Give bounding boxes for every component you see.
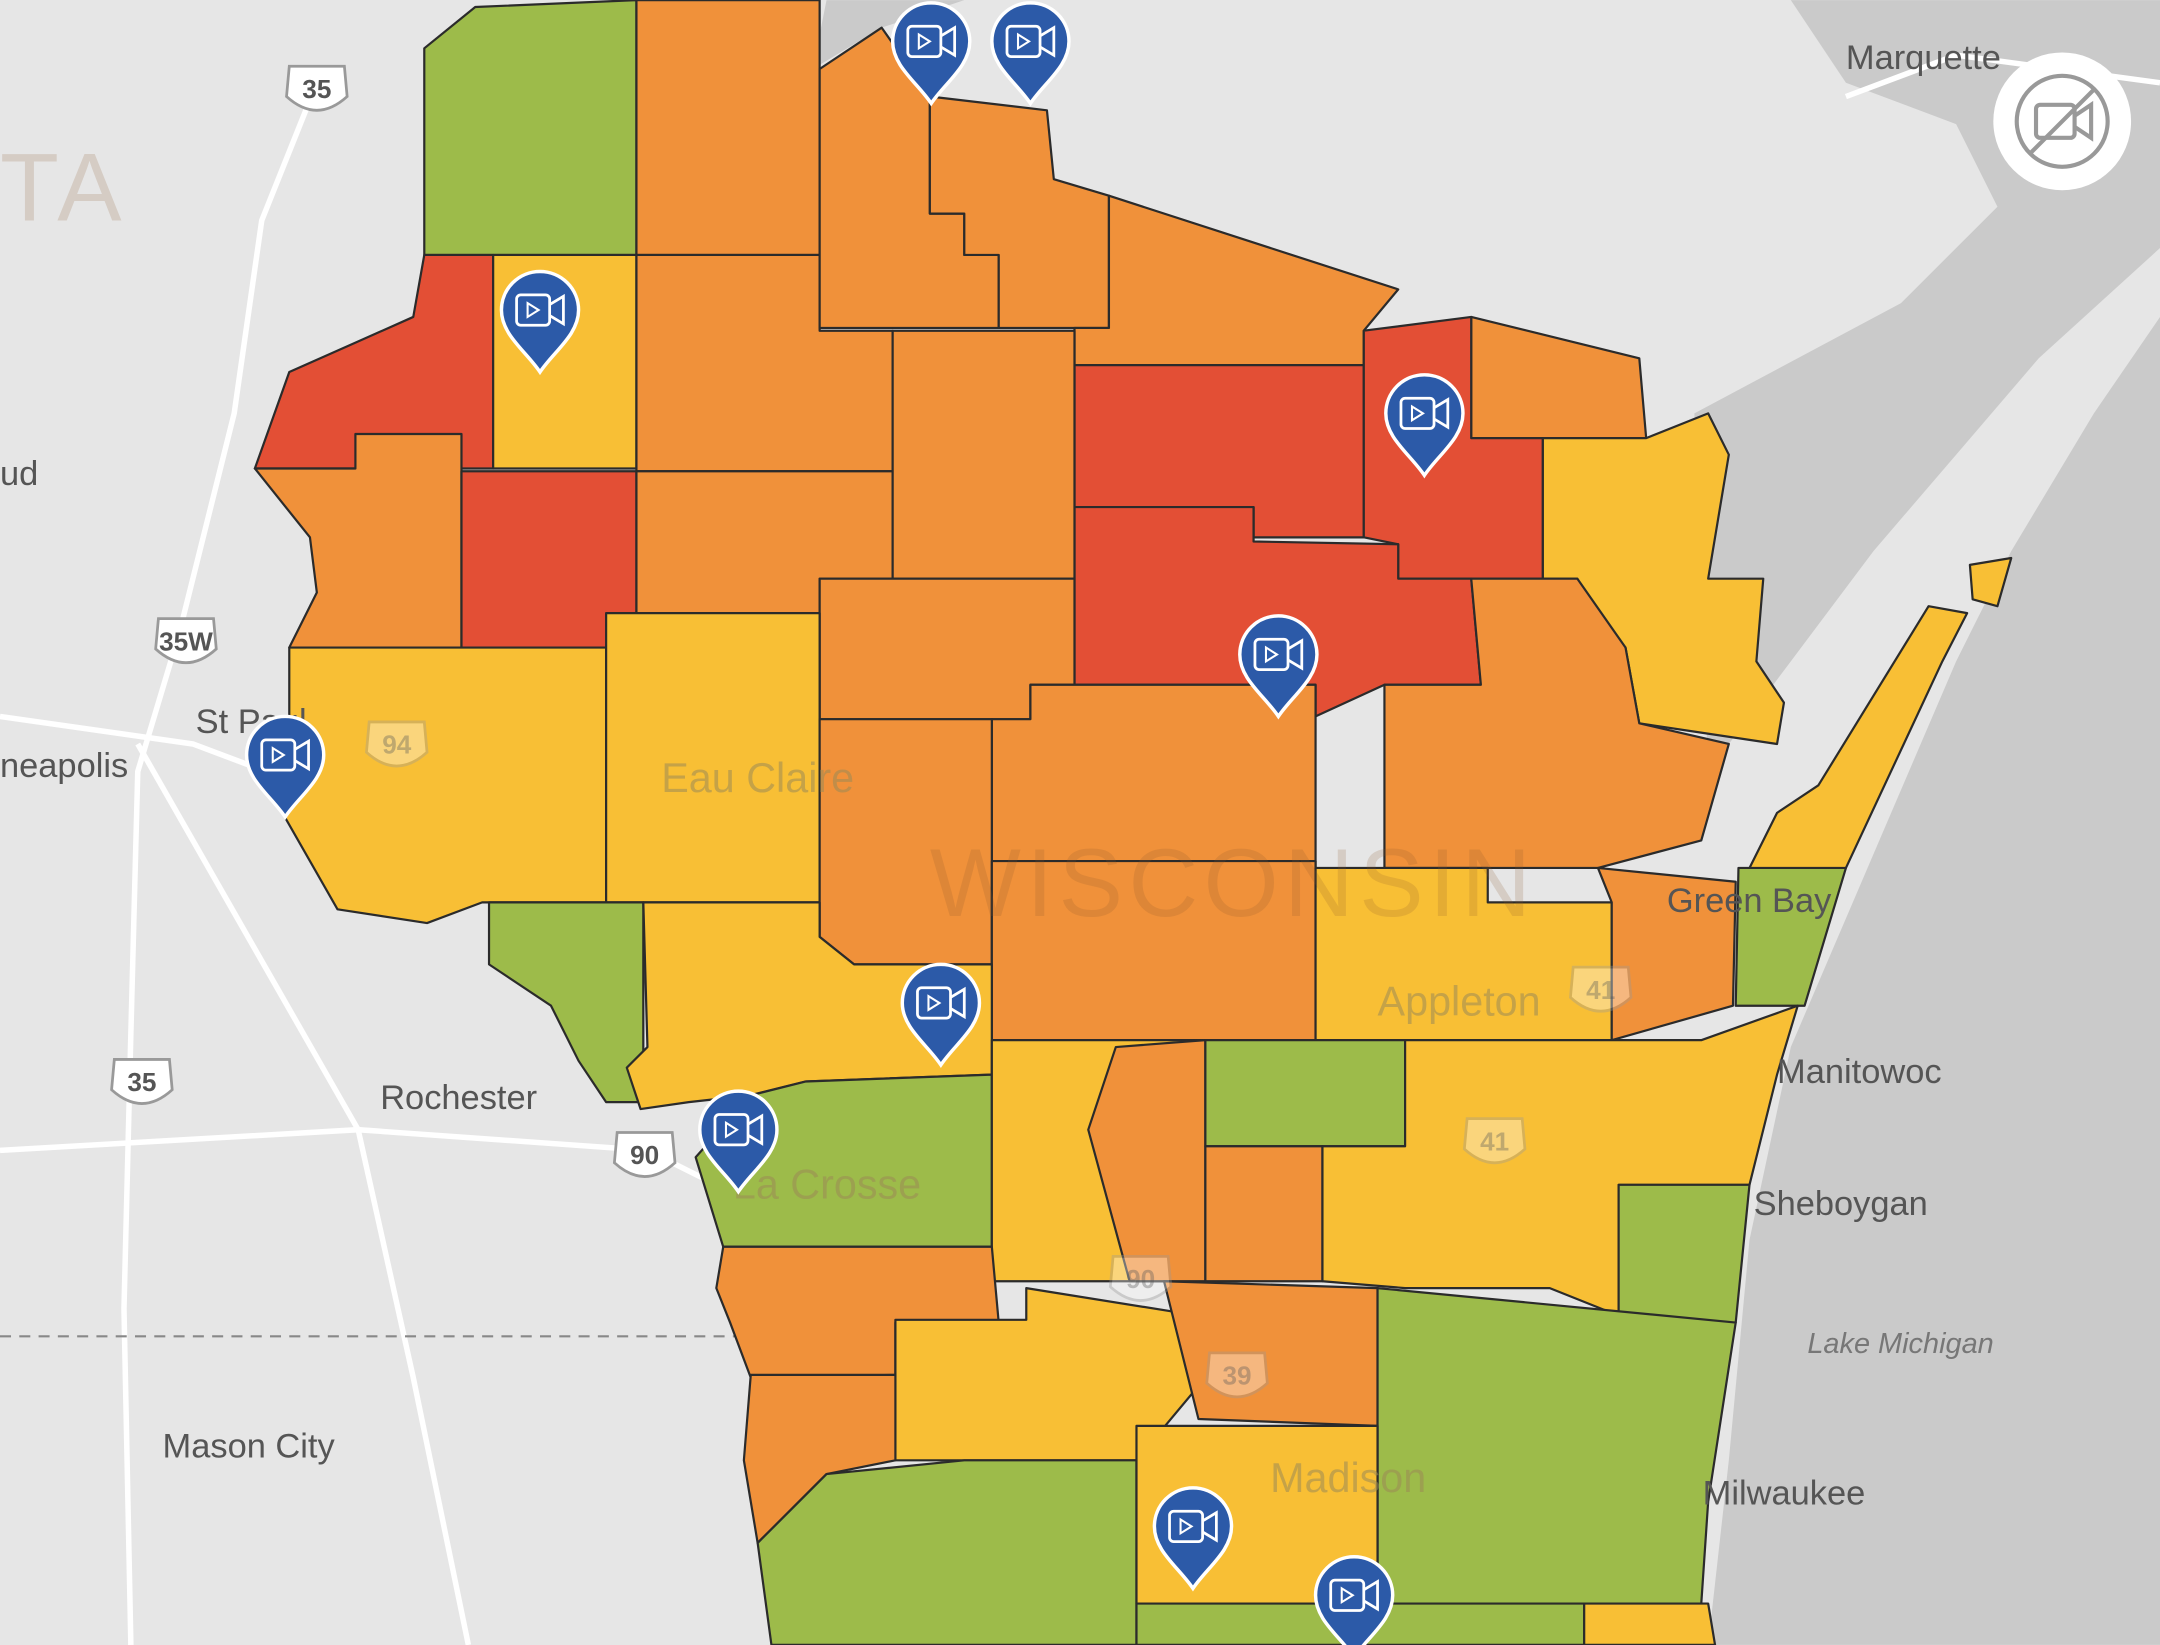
place-label: Manitowoc <box>1777 1053 1942 1091</box>
water-label: Lake Michigan <box>1807 1328 1993 1360</box>
highway-shield: 90 <box>612 1131 677 1178</box>
svg-text:41: 41 <box>1480 1126 1509 1156</box>
counties <box>253 0 2013 1645</box>
camera-marker[interactable] <box>1384 373 1465 479</box>
camera-marker[interactable] <box>1313 1555 1395 1645</box>
place-label: Eau Claire <box>661 755 854 801</box>
lake <box>1694 0 2160 1645</box>
region-label: TA <box>0 135 127 242</box>
camera-marker[interactable] <box>1238 614 1319 720</box>
place-label: Madison <box>1270 1455 1426 1501</box>
highway-shield: 35W <box>154 617 218 664</box>
highway-shield: 94 <box>364 720 429 768</box>
place-label: Appleton <box>1378 978 1541 1024</box>
svg-text:90: 90 <box>1126 1264 1155 1294</box>
camera-marker[interactable] <box>990 1 1071 107</box>
svg-text:41: 41 <box>1586 975 1615 1005</box>
highway-shield: 35 <box>285 64 349 112</box>
svg-text:35W: 35W <box>159 626 213 656</box>
camera-marker[interactable] <box>900 962 982 1069</box>
svg-text:35: 35 <box>127 1067 156 1097</box>
place-label: Mason City <box>163 1428 336 1466</box>
svg-text:35: 35 <box>302 74 331 104</box>
highway-shield: 41 <box>1462 1117 1527 1164</box>
camera-marker[interactable] <box>244 714 326 821</box>
place-label: Green Bay <box>1667 882 1832 920</box>
state-label: WISCONSIN <box>930 830 1537 937</box>
place-label: La Crosse <box>733 1162 921 1208</box>
highway-shield: 35 <box>110 1058 174 1105</box>
camera-marker[interactable] <box>499 269 581 376</box>
place-label: Sheboygan <box>1754 1185 1928 1223</box>
highway-shield: 90 <box>1108 1255 1173 1302</box>
camera-marker[interactable] <box>890 1 972 107</box>
svg-text:94: 94 <box>382 730 412 760</box>
lake <box>454 0 965 69</box>
place-label: Milwaukee <box>1703 1474 1866 1512</box>
camera-marker[interactable] <box>1152 1486 1234 1592</box>
camera-toggle-button[interactable] <box>1993 52 2132 191</box>
place-label: Rochester <box>380 1079 537 1117</box>
place-label: Marquette <box>1846 39 2001 77</box>
svg-text:39: 39 <box>1222 1361 1251 1391</box>
highway-shield: 39 <box>1205 1351 1269 1399</box>
camera-marker[interactable] <box>698 1089 779 1195</box>
place-label: neapolis <box>0 747 128 785</box>
highway-shield: 41 <box>1568 965 1633 1013</box>
place-label: ud <box>0 455 38 493</box>
svg-text:90: 90 <box>630 1140 659 1170</box>
